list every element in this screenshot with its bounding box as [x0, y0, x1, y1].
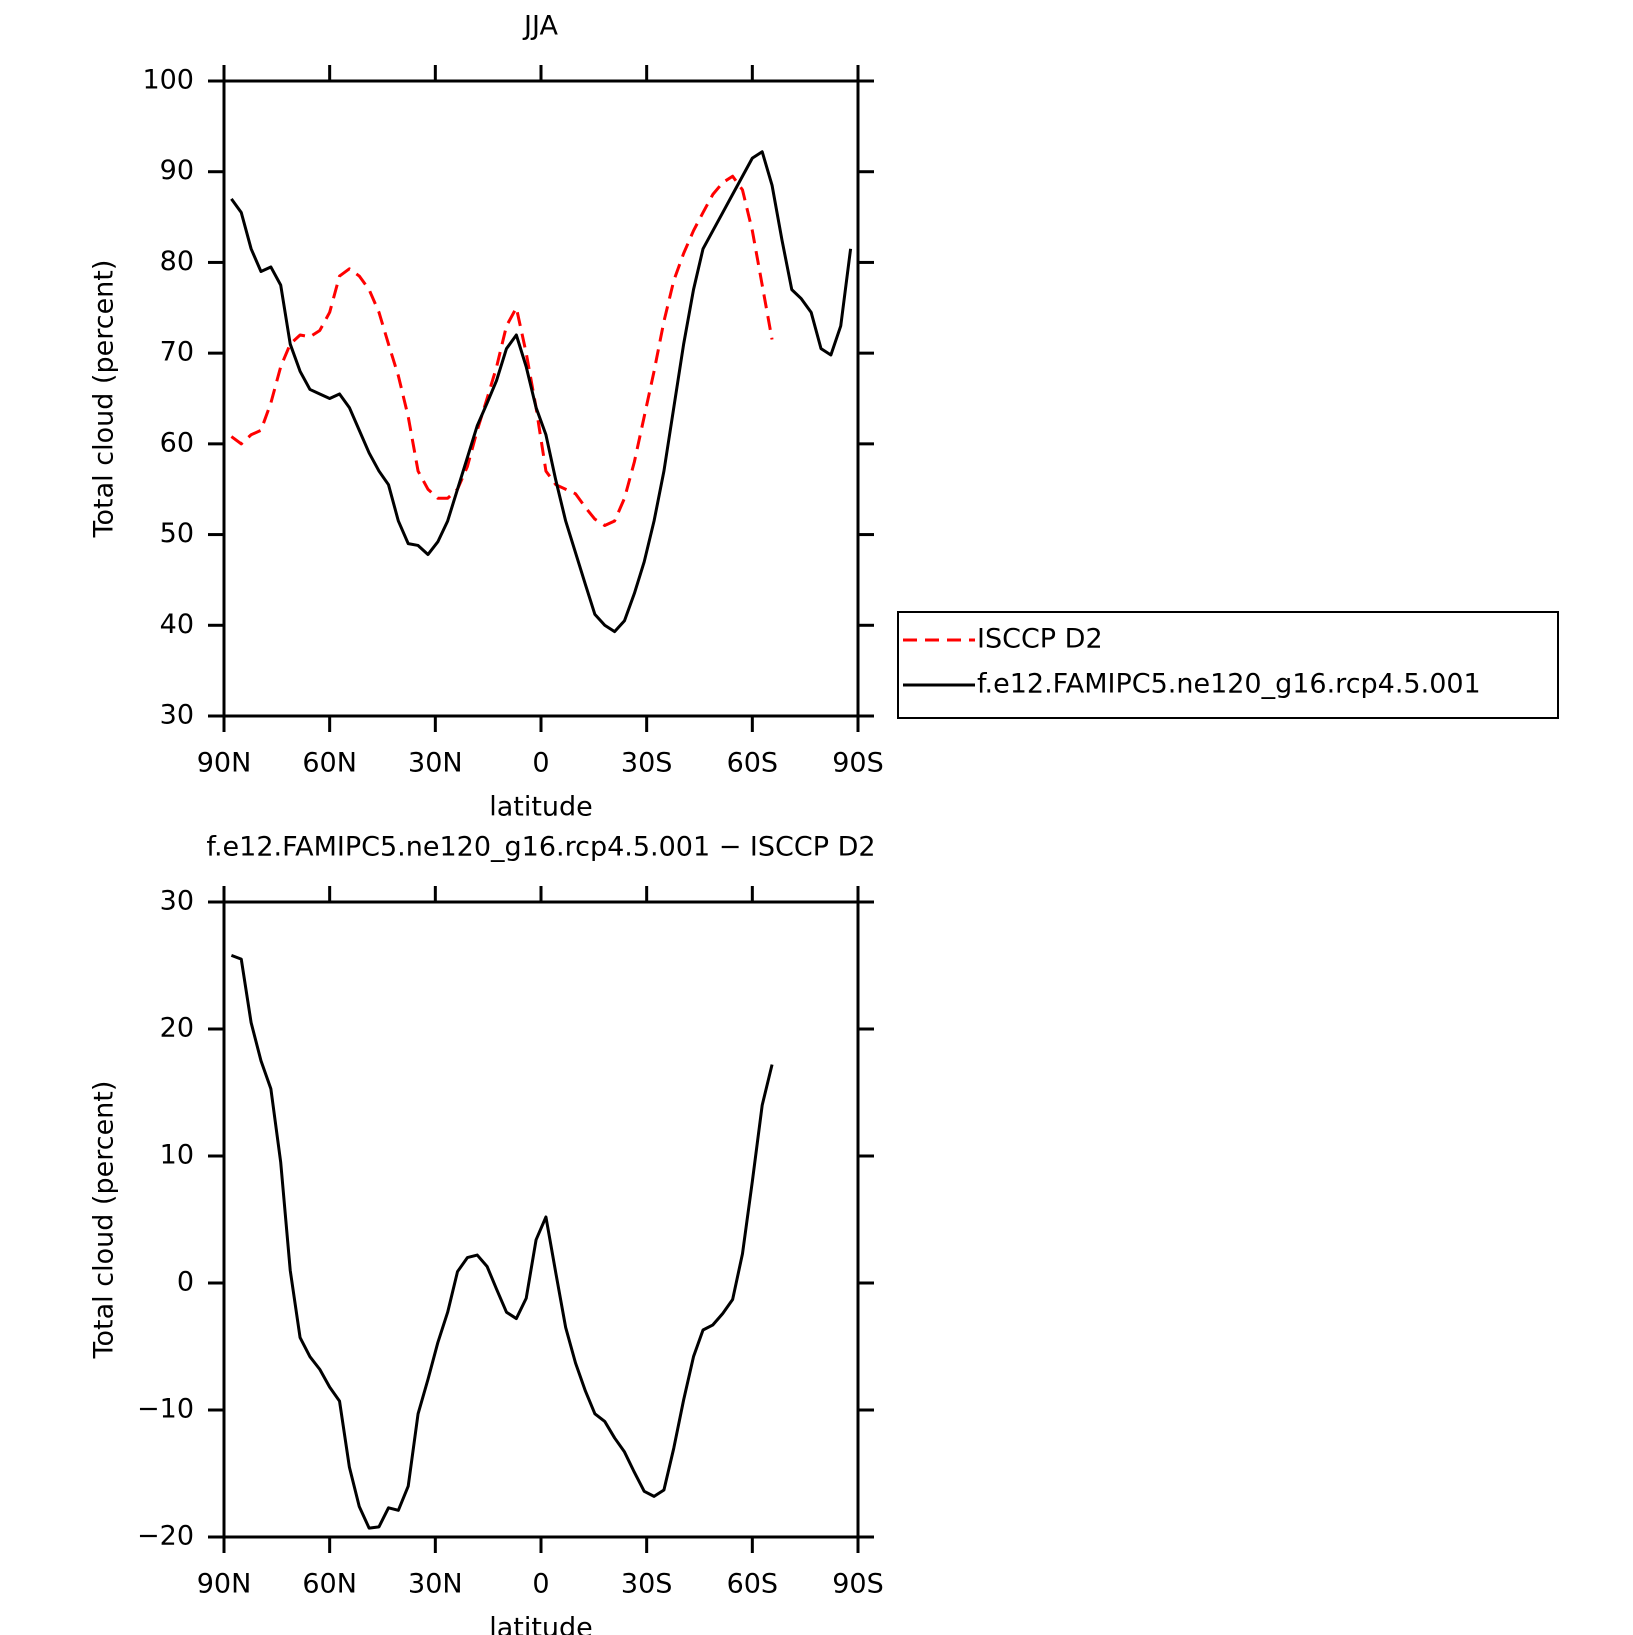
x-tick-label: 60S	[727, 748, 779, 779]
x-tick-label: 0	[532, 1569, 549, 1600]
y-tick-label: 20	[160, 1013, 194, 1044]
y-tick-label: 100	[142, 65, 194, 96]
data-line	[230, 953, 774, 1530]
y-tick-label: 80	[160, 246, 194, 277]
x-tick-label: 90N	[197, 1569, 252, 1600]
chart-panel: JJA 30 40 50 60 70 80 90 100 90N 60N 30N 0 30S 60S 90S l…	[89, 11, 1559, 823]
y-tick-label: 0	[177, 1267, 194, 1298]
x-tick-label: 30S	[621, 1569, 673, 1600]
x-axis-label: latitude	[489, 792, 593, 823]
x-tick-label: 60N	[302, 748, 357, 779]
plot-frame	[222, 79, 860, 718]
x-tick-label: 90N	[197, 748, 252, 779]
y-axis-label: Total cloud (percent)	[89, 260, 120, 539]
legend-label: ISCCP D2	[977, 624, 1103, 655]
chart-title: JJA	[522, 11, 558, 42]
y-tick-label: 70	[160, 337, 194, 368]
legend-box	[897, 611, 1559, 719]
y-tick-label: 60	[160, 427, 194, 458]
data-line	[230, 150, 853, 634]
x-tick-label: 30N	[408, 748, 463, 779]
y-axis-label: Total cloud (percent)	[89, 1081, 120, 1360]
x-tick-label: 60S	[727, 1569, 779, 1600]
chart-panel: f.e12.FAMIPC5.ne120_g16.rcp4.5.001 − ISC…	[89, 832, 884, 1635]
plot-frame	[222, 900, 860, 1539]
y-tick-label: 50	[160, 518, 194, 549]
x-tick-label: 0	[532, 748, 549, 779]
x-tick-label: 90S	[832, 1569, 884, 1600]
y-tick-label: 90	[160, 155, 194, 186]
y-tick-label: −20	[137, 1521, 194, 1552]
y-tick-label: 30	[160, 700, 194, 731]
y-tick-label: 30	[160, 886, 194, 917]
x-tick-label: 90S	[832, 748, 884, 779]
x-axis-label: latitude	[489, 1613, 593, 1635]
y-tick-label: 10	[160, 1140, 194, 1171]
x-tick-label: 60N	[302, 1569, 357, 1600]
data-line	[230, 174, 774, 527]
chart-title: f.e12.FAMIPC5.ne120_g16.rcp4.5.001 − ISC…	[206, 832, 875, 863]
y-tick-label: 40	[160, 609, 194, 640]
x-tick-label: 30N	[408, 1569, 463, 1600]
y-tick-label: −10	[137, 1394, 194, 1425]
legend-label: f.e12.FAMIPC5.ne120_g16.rcp4.5.001	[977, 669, 1481, 700]
x-tick-label: 30S	[621, 748, 673, 779]
